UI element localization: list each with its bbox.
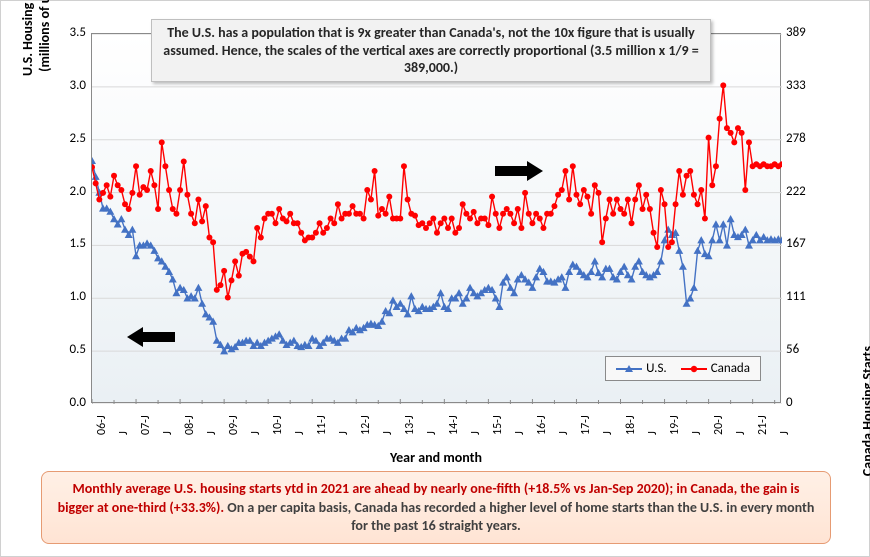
x-tick-major: 18-J [624, 415, 638, 435]
legend-item-us: U.S. [616, 361, 667, 376]
legend-item-canada: Canada [681, 361, 750, 376]
x-tick-major: 07-J [139, 415, 153, 435]
x-tick-major: 13-J [403, 415, 417, 435]
y-right-tick: 333 [786, 78, 806, 93]
top-annotation-box: The U.S. has a population that is 9x gre… [151, 19, 711, 82]
x-axis-label: Year and month [91, 449, 781, 466]
x-tick-minor: J [381, 431, 395, 435]
x-tick-minor: J [117, 431, 131, 435]
x-tick-minor: J [293, 431, 307, 435]
arrow-right-icon [495, 161, 543, 181]
plot-area [91, 33, 781, 403]
y-right-tick: 389 [786, 25, 806, 40]
x-tick-major: 16-J [535, 415, 549, 435]
x-tick-major: 14-J [447, 415, 461, 435]
legend-label-canada: Canada [711, 361, 750, 376]
chart-container: The U.S. has a population that is 9x gre… [11, 11, 861, 461]
x-tick-major: 11-J [315, 415, 329, 435]
x-tick-minor: J [778, 431, 792, 435]
x-tick-minor: J [469, 431, 483, 435]
y-left-tick: 1.0 [46, 289, 86, 304]
y-right-tick: 0 [786, 395, 793, 410]
x-tick-minor: J [690, 431, 704, 435]
x-tick-minor: J [734, 431, 748, 435]
x-tick-minor: J [513, 431, 527, 435]
y-axis-left-label: U.S. Housing Starts (millions of units) [19, 0, 53, 121]
y-left-tick: 2.5 [46, 131, 86, 146]
x-tick-minor: J [425, 431, 439, 435]
legend-label-us: U.S. [646, 361, 667, 376]
x-tick-major: 21-J [756, 415, 770, 435]
x-tick-major: 09-J [227, 415, 241, 435]
bottom-annotation-box: Monthly average U.S. housing starts ytd … [41, 471, 831, 544]
y-right-tick: 222 [786, 184, 806, 199]
y-right-tick: 278 [786, 131, 806, 146]
y-axis-right-label: Canada Housing Starts (thousands of unit… [859, 311, 870, 511]
y-left-tick: 3.5 [46, 25, 86, 40]
x-tick-major: 08-J [183, 415, 197, 435]
y-left-tick: 1.5 [46, 236, 86, 251]
x-tick-major: 06-J [95, 415, 109, 435]
x-tick-major: 15-J [491, 415, 505, 435]
y-left-tick: 0.5 [46, 342, 86, 357]
x-tick-major: 10-J [271, 415, 285, 435]
x-tick-minor: J [337, 431, 351, 435]
x-tick-major: 17-J [579, 415, 593, 435]
x-tick-major: 19-J [668, 415, 682, 435]
y-left-tick: 2.0 [46, 184, 86, 199]
legend: U.S. Canada [605, 356, 761, 381]
x-tick-major: 12-J [359, 415, 373, 435]
x-tick-minor: J [646, 431, 660, 435]
x-tick-minor: J [161, 431, 175, 435]
y-left-tick: 0.0 [46, 395, 86, 410]
chart-svg [92, 34, 782, 404]
x-tick-minor: J [557, 431, 571, 435]
y-right-tick: 167 [786, 236, 806, 251]
x-tick-minor: J [601, 431, 615, 435]
x-tick-minor: J [205, 431, 219, 435]
bottom-note-rest: On a per capita basis, Canada has record… [227, 499, 814, 534]
x-tick-major: 20-J [712, 415, 726, 435]
y-left-tick: 3.0 [46, 78, 86, 93]
x-tick-minor: J [249, 431, 263, 435]
y-right-tick: 111 [786, 289, 806, 304]
arrow-left-icon [127, 327, 175, 347]
y-right-tick: 56 [786, 342, 799, 357]
